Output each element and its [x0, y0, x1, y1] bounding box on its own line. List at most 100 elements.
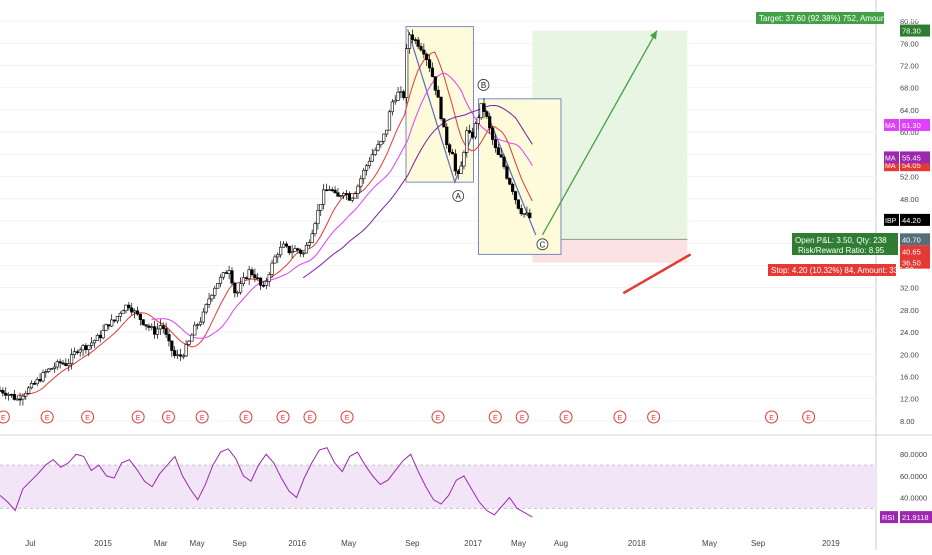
- target-arrow-head: [650, 30, 657, 40]
- candle-body: [316, 210, 320, 225]
- candle-body: [164, 328, 168, 335]
- candle-body: [367, 160, 372, 167]
- candle-body: [385, 129, 389, 135]
- candle-body: [353, 193, 357, 199]
- candle-body: [410, 34, 414, 40]
- candle-body: [425, 53, 429, 60]
- earnings-marker-circle: [647, 410, 661, 424]
- target-price-badge-bg: [900, 24, 930, 37]
- candle-body: [21, 395, 25, 400]
- candle-body: [216, 283, 220, 289]
- candle-body: [41, 372, 45, 382]
- rsi-tick-label: 60.0000: [900, 472, 927, 481]
- rsi-indicator: 40.0000 60.0000 80.0000 RSI 21.9118: [0, 447, 932, 524]
- candle-body: [407, 34, 412, 49]
- candle-body: [439, 97, 443, 120]
- price-tick-label: 60.00: [900, 128, 919, 137]
- price-tick-label: 72.00: [900, 62, 919, 71]
- candle-body: [104, 324, 108, 331]
- candle-body: [448, 144, 452, 153]
- pattern-label-circle: [477, 79, 490, 91]
- candle-body: [422, 49, 426, 55]
- candle-body: [127, 304, 131, 309]
- candle-body: [147, 325, 151, 328]
- price-tick-label: 52.00: [900, 173, 919, 182]
- earnings-marker-label: E: [1, 415, 6, 422]
- price-tick-label: 32.00: [900, 284, 919, 293]
- candle-body: [193, 324, 197, 336]
- ma-tag: MA: [885, 155, 896, 162]
- candle-body: [304, 245, 309, 254]
- earnings-marker-circle: [340, 410, 354, 424]
- earnings-marker-circle: [431, 410, 445, 424]
- candle-body: [508, 178, 512, 185]
- candle-body: [270, 262, 274, 275]
- candle-body: [181, 355, 185, 358]
- candle-body: [238, 283, 243, 293]
- target-price-badge: 78.30: [902, 27, 921, 36]
- candle-body: [370, 154, 374, 162]
- candle-body: [69, 354, 74, 365]
- rsi-grid: [0, 464, 876, 509]
- candle-body: [287, 245, 291, 254]
- candle-body: [273, 256, 277, 264]
- earnings-marker-label: E: [308, 415, 313, 422]
- candle-body: [459, 165, 463, 174]
- candle-body: [516, 199, 520, 209]
- candle-body: [347, 193, 351, 201]
- candle-body: [344, 193, 349, 195]
- candle-body: [433, 76, 437, 91]
- candle-body: [330, 189, 334, 191]
- stop-zone: [532, 239, 688, 263]
- candle-body: [296, 248, 300, 251]
- ma-long-line: [302, 104, 533, 279]
- earnings-marker-label: E: [281, 415, 286, 422]
- ma-value: 54.05: [902, 161, 921, 170]
- earnings-marker-label: E: [136, 415, 141, 422]
- candle-body: [290, 251, 294, 254]
- symbol-tag: IBP: [885, 218, 897, 225]
- earnings-marker-circle: [765, 410, 779, 424]
- candle-body: [6, 393, 11, 396]
- candle-body: [47, 368, 51, 372]
- candle-body: [49, 368, 54, 370]
- candle-body: [133, 310, 137, 313]
- earnings-marker-label: E: [166, 415, 171, 422]
- risk-reward-label: Risk/Reward Ratio: 8.95: [798, 246, 885, 255]
- earnings-marker-label: E: [564, 415, 569, 422]
- price-tick-label: 48.00: [900, 195, 919, 204]
- candle-body: [87, 345, 91, 350]
- x-tick-label: 2019: [822, 539, 840, 548]
- x-tick-label: Sep: [232, 539, 247, 548]
- candle-body: [161, 325, 165, 329]
- candle-body: [158, 325, 162, 330]
- candle-body: [9, 393, 14, 396]
- candle-body: [201, 311, 205, 323]
- ma-mid-line: [151, 72, 533, 339]
- x-tick-label: Jul: [25, 539, 35, 548]
- candle-body: [221, 272, 225, 278]
- earnings-marker-label: E: [85, 415, 90, 422]
- candle-body: [250, 269, 254, 275]
- candle-body: [15, 398, 19, 401]
- pattern-label-circle: [452, 190, 465, 202]
- candle-body: [450, 151, 455, 155]
- target-label-bg: [756, 12, 884, 24]
- candle-body: [373, 149, 377, 155]
- earnings-marker-circle: [488, 410, 502, 424]
- price-tick-label: 28.00: [900, 306, 919, 315]
- candle-body: [204, 304, 208, 313]
- candle-body: [402, 91, 406, 98]
- candle-body: [479, 103, 483, 119]
- candle-body: [327, 189, 331, 191]
- candle-body: [184, 344, 188, 357]
- candle-body: [362, 169, 366, 180]
- candle-body: [135, 310, 140, 315]
- candle-body: [244, 277, 248, 280]
- rsi-line: [0, 447, 533, 518]
- candle-body: [399, 91, 403, 93]
- candle-body: [167, 334, 171, 342]
- candle-body: [339, 195, 343, 197]
- candle-body: [442, 118, 446, 128]
